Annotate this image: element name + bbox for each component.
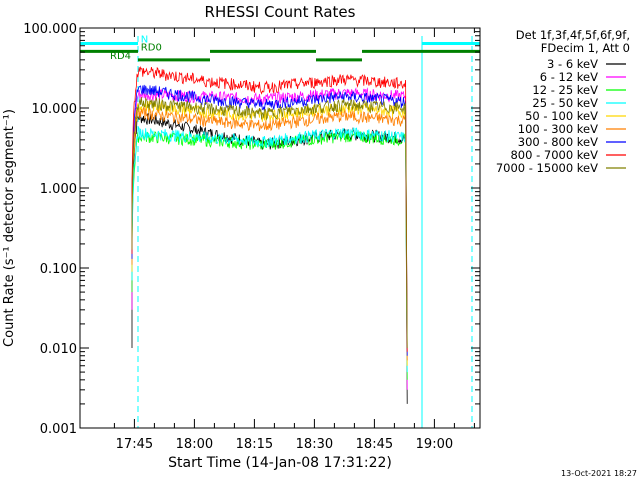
legend-label: 3 - 6 keV: [547, 57, 598, 71]
legend-label: 100 - 300 keV: [518, 122, 598, 136]
y-axis-label: Count Rate (s⁻¹ detector segment⁻¹): [2, 109, 17, 347]
series-line: [131, 84, 408, 356]
y-axis-ticks: 0.001 0.010 0.100 1.000 10.000 100.000: [23, 22, 480, 437]
attenuator-label: RD4: [110, 51, 131, 62]
date-stamp: 13-Oct-2021 18:27: [561, 469, 637, 478]
y-tick-label: 10.000: [32, 102, 78, 117]
x-tick-label: 19:00: [416, 437, 453, 452]
x-tick-label: 18:15: [236, 437, 273, 452]
legend-header-line-1: Det 1f,3f,4f,5f,6f,9f,: [516, 28, 630, 42]
x-tick-label: 18:30: [296, 437, 333, 452]
y-tick-label: 0.010: [40, 342, 77, 357]
legend-label: 25 - 50 keV: [532, 96, 598, 110]
x-axis-label: Start Time (14-Jan-08 17:31:22): [168, 455, 392, 471]
series-line: [131, 65, 408, 352]
chart-title: RHESSI Count Rates: [205, 3, 356, 21]
x-tick-label: 18:00: [176, 437, 213, 452]
legend-label: 6 - 12 keV: [540, 70, 598, 84]
plot-frame: [79, 27, 481, 429]
y-tick-label: 0.100: [40, 262, 77, 277]
legend-label: 50 - 100 keV: [525, 109, 598, 123]
x-tick-label: 17:45: [116, 437, 153, 452]
series-line: [131, 125, 408, 373]
legend-label: 7000 - 15000 keV: [496, 161, 598, 175]
series-line: [131, 96, 408, 349]
series-line: [131, 100, 408, 366]
legend-label: 300 - 800 keV: [518, 135, 598, 149]
legend: Det 1f,3f,4f,5f,6f,9f, FDecim 1, Att 0 3…: [496, 28, 630, 175]
y-tick-label: 1.000: [40, 182, 77, 197]
attenuator-label: N: [141, 35, 148, 46]
legend-label: 800 - 7000 keV: [510, 148, 598, 162]
y-tick-label: 0.001: [40, 422, 77, 437]
x-tick-label: 18:45: [356, 437, 393, 452]
attenuator-label: RD0: [141, 42, 162, 53]
x-axis-ticks: 17:45 18:00 18:15 18:30 18:45 19:00: [113, 28, 475, 452]
y-tick-label: 100.000: [23, 22, 77, 37]
series-line: [131, 107, 408, 361]
legend-label: 12 - 25 keV: [532, 83, 598, 97]
legend-header-line-2: FDecim 1, Att 0: [541, 41, 630, 55]
